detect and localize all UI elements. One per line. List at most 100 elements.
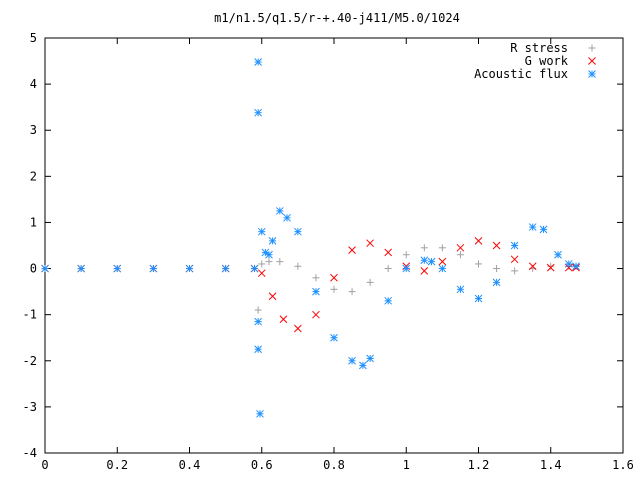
- data-point: [366, 239, 374, 248]
- data-point: [330, 273, 338, 282]
- data-point: [312, 310, 320, 319]
- data-point: [475, 260, 482, 268]
- data-point: [402, 264, 411, 273]
- data-point: [456, 243, 465, 252]
- legend-label: R stress: [510, 41, 568, 55]
- x-tick-label: 0.6: [251, 458, 273, 472]
- plot-frame: [44, 37, 624, 454]
- data-point: [539, 225, 548, 234]
- x-tick-label: 1.4: [540, 458, 562, 472]
- x-tick-label: 0.4: [179, 458, 201, 472]
- data-point: [149, 264, 158, 273]
- data-point: [312, 274, 320, 282]
- data-point: [493, 265, 501, 273]
- series-0: [41, 244, 580, 314]
- data-point: [268, 237, 277, 245]
- data-point: [528, 262, 537, 271]
- data-point: [456, 251, 464, 259]
- data-point: [258, 260, 266, 268]
- data-point: [366, 278, 374, 286]
- data-point: [268, 292, 277, 301]
- data-point: [456, 285, 465, 294]
- data-point: [359, 361, 367, 370]
- y-tick-label: -1: [23, 308, 37, 322]
- y-tick-label: 2: [30, 169, 37, 183]
- y-tick-label: -4: [23, 446, 37, 460]
- data-point: [221, 264, 230, 273]
- data-point: [547, 262, 555, 270]
- data-point: [427, 257, 436, 266]
- y-tick-label: -2: [23, 354, 37, 368]
- data-point: [254, 58, 262, 66]
- y-tick-label: 1: [30, 215, 37, 229]
- data-point: [77, 264, 85, 273]
- series-2: [41, 58, 580, 418]
- data-point: [256, 409, 264, 418]
- x-tick-label: 0.2: [106, 458, 128, 472]
- data-point: [572, 262, 580, 271]
- chart-title: m1/n1.5/q1.5/r-+.40-j411/M5.0/1024: [214, 11, 460, 25]
- data-point: [474, 237, 483, 245]
- data-point: [511, 267, 519, 275]
- y-tick-label: -3: [23, 400, 37, 414]
- data-point: [312, 287, 320, 296]
- y-tick-label: 4: [30, 77, 37, 91]
- data-point: [384, 296, 393, 305]
- data-point: [265, 250, 273, 259]
- data-point: [492, 278, 501, 287]
- data-point: [261, 248, 270, 257]
- data-point: [474, 294, 483, 303]
- data-point: [384, 265, 392, 273]
- data-point: [420, 267, 429, 275]
- data-point: [492, 241, 501, 250]
- data-point: [254, 345, 262, 354]
- data-point: [283, 213, 291, 222]
- data-point: [554, 250, 562, 259]
- data-point: [438, 257, 447, 266]
- data-point: [41, 264, 49, 273]
- data-point: [510, 255, 519, 264]
- data-point: [254, 108, 262, 117]
- data-point: [265, 258, 273, 266]
- legend-label: G work: [525, 54, 569, 68]
- data-point: [279, 315, 288, 324]
- data-point: [564, 260, 573, 268]
- legend-label: Acoustic flux: [474, 67, 568, 81]
- data-point: [438, 244, 446, 252]
- data-point: [510, 241, 519, 250]
- data-point: [294, 324, 302, 333]
- x-tick-label: 0: [41, 458, 48, 472]
- y-tick-label: 0: [30, 262, 37, 276]
- data-point: [294, 227, 302, 236]
- legend-marker: [588, 44, 596, 52]
- y-tick-label: 3: [30, 123, 37, 137]
- data-point: [402, 251, 410, 259]
- data-point: [113, 264, 122, 273]
- data-point: [564, 263, 573, 272]
- data-point: [348, 246, 356, 254]
- data-point: [294, 262, 302, 270]
- data-point: [420, 244, 428, 252]
- data-point: [275, 207, 284, 215]
- data-point: [348, 356, 356, 365]
- x-tick-label: 1.2: [468, 458, 490, 472]
- data-point: [366, 354, 374, 363]
- legend-marker: [588, 57, 596, 65]
- data-point: [546, 263, 555, 272]
- data-point: [348, 288, 356, 296]
- data-point: [257, 227, 266, 236]
- x-tick-label: 1.6: [612, 458, 634, 472]
- x-tick-label: 0.8: [323, 458, 345, 472]
- data-point: [254, 306, 262, 314]
- data-point: [185, 264, 194, 273]
- y-tick-label: 5: [30, 31, 37, 45]
- data-point: [528, 223, 537, 231]
- data-point: [276, 258, 284, 266]
- x-tick-label: 1: [403, 458, 410, 472]
- data-point: [330, 285, 338, 293]
- legend-marker: [588, 70, 596, 78]
- data-point: [330, 333, 338, 342]
- data-point: [420, 256, 429, 265]
